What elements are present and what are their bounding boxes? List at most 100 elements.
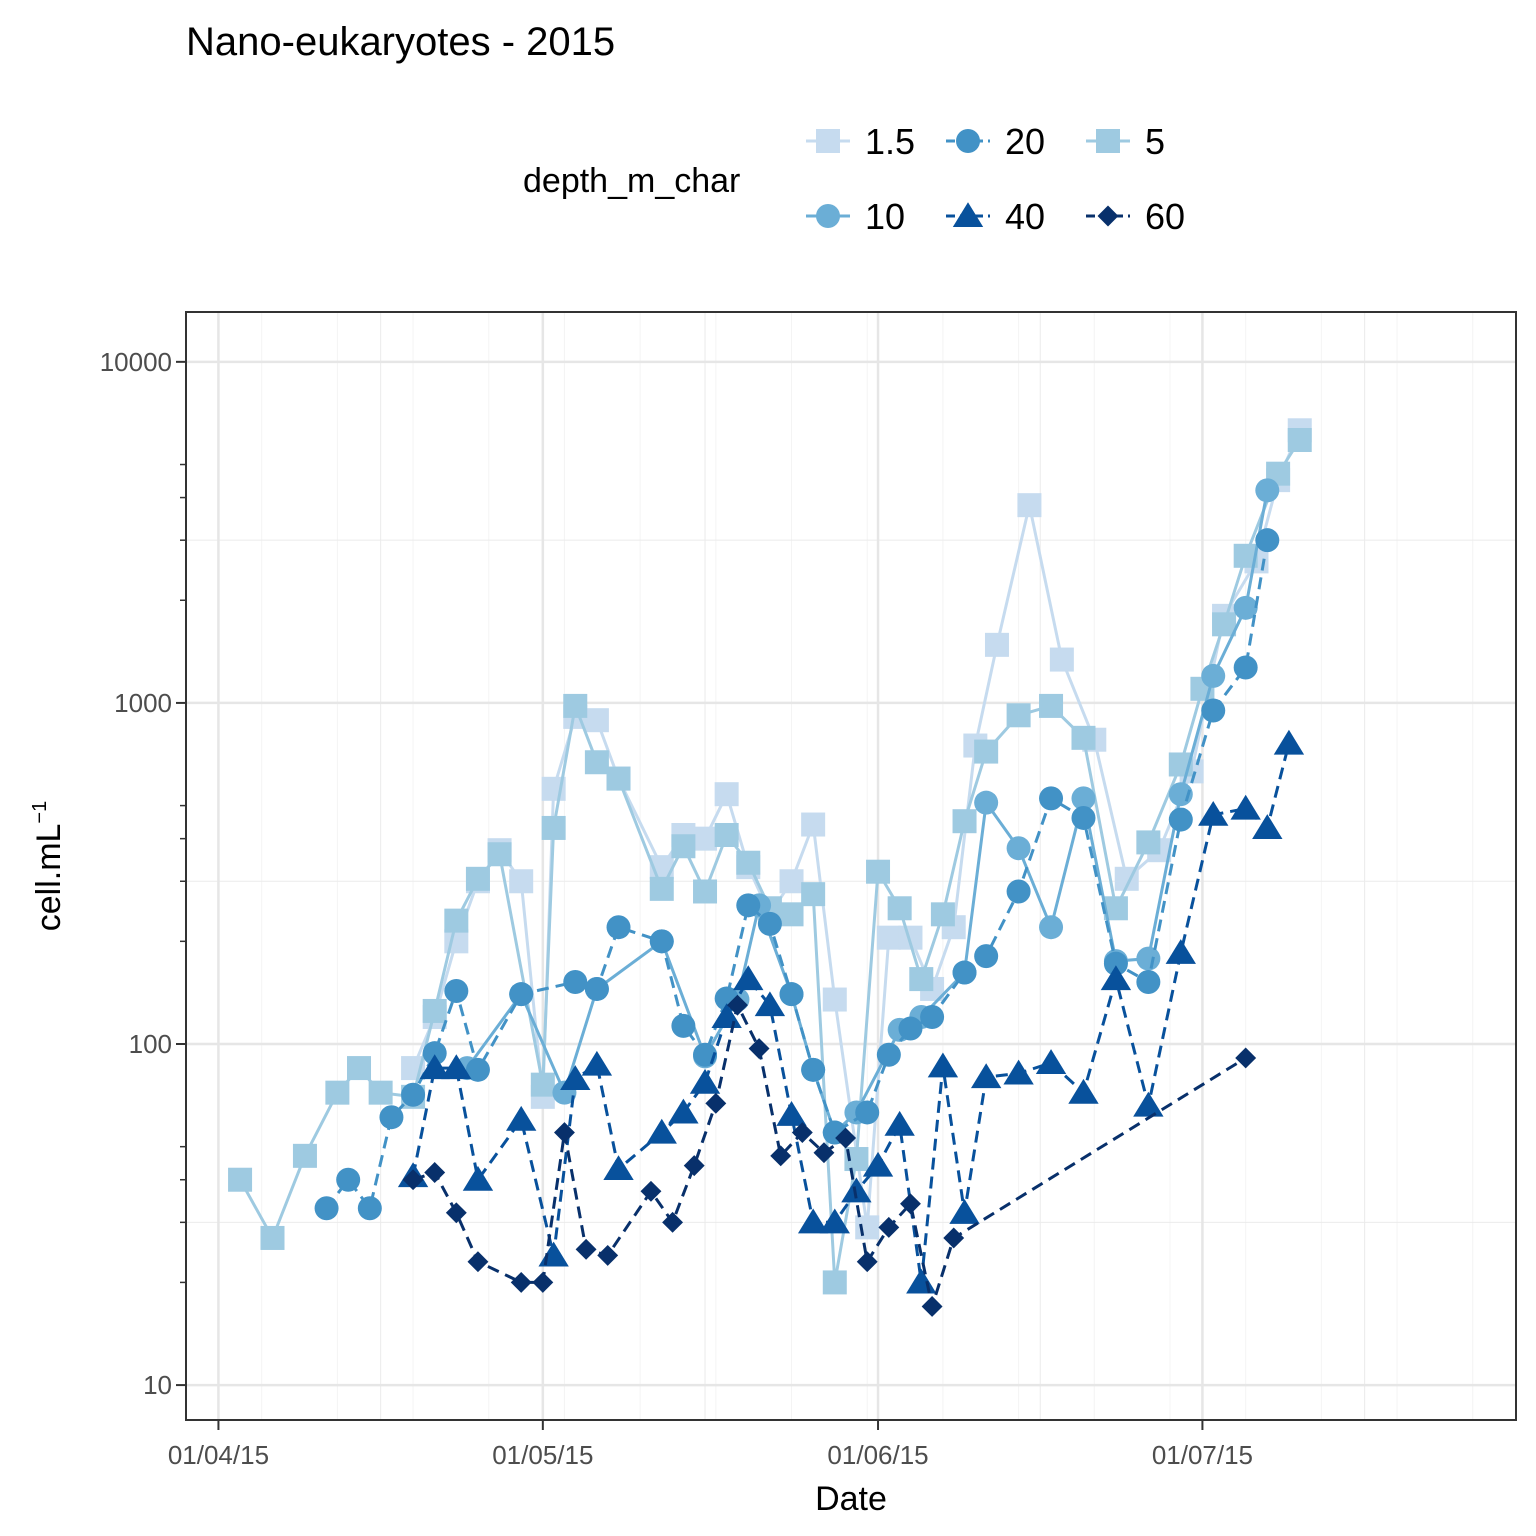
data-point: [736, 893, 761, 918]
plot-border: [185, 311, 1517, 1421]
legend-item-20: 20: [946, 121, 1045, 162]
data-point: [943, 1227, 965, 1249]
data-point: [900, 1193, 921, 1215]
data-point: [1255, 478, 1280, 503]
x-tick-label: 01/04/15: [168, 1440, 269, 1470]
data-point: [260, 1225, 285, 1250]
data-point: [1233, 655, 1258, 680]
legend-key-marker: [956, 129, 980, 153]
data-point: [422, 998, 447, 1023]
data-point: [419, 1054, 450, 1080]
data-point: [970, 1063, 1002, 1089]
data-point: [898, 1016, 923, 1041]
data-point: [532, 1271, 554, 1293]
data-point: [1165, 939, 1196, 964]
data-point: [779, 869, 804, 894]
data-point: [560, 1065, 591, 1090]
data-point: [835, 1127, 857, 1149]
legend-item-40: 40: [946, 196, 1045, 237]
data-point: [292, 1143, 317, 1168]
data-point: [401, 1082, 426, 1107]
data-point: [671, 834, 696, 859]
data-point: [866, 859, 891, 884]
data-point: [1136, 969, 1161, 994]
data-point: [1071, 805, 1096, 830]
y-axis-title-main: cell.mL: [30, 824, 68, 932]
data-point: [1230, 794, 1261, 820]
data-point: [920, 1004, 945, 1029]
data-point: [584, 708, 609, 733]
data-point: [402, 1169, 424, 1191]
data-point: [563, 693, 588, 718]
data-point: [921, 1296, 943, 1317]
chart-title: Nano-eukaryotes - 2015: [186, 20, 615, 64]
data-point: [444, 979, 469, 1004]
data-point: [379, 1105, 404, 1130]
series-5: [228, 427, 1312, 1295]
data-point: [887, 896, 912, 921]
data-point: [770, 1145, 792, 1167]
data-point: [510, 1271, 532, 1293]
data-point: [441, 1054, 472, 1080]
data-point: [757, 911, 782, 936]
data-point: [974, 739, 999, 764]
data-point: [822, 1270, 847, 1295]
data-point: [952, 960, 977, 985]
data-point: [444, 908, 469, 933]
data-point: [347, 1056, 372, 1081]
data-point: [1017, 493, 1042, 518]
y-tick-label: 10: [143, 1370, 172, 1400]
y-tick-label: 100: [129, 1029, 172, 1059]
legend-item-10: 10: [806, 196, 905, 237]
data-point: [693, 879, 718, 904]
major-gridlines: [186, 312, 1516, 1420]
svg-text:cell.mL−1: cell.mL−1: [29, 801, 68, 932]
data-point: [1103, 951, 1128, 976]
data-point: [909, 967, 934, 992]
legend-label: 60: [1145, 196, 1185, 237]
data-point: [791, 1122, 813, 1144]
data-point: [606, 915, 631, 940]
series-line: [325, 539, 1269, 1210]
data-point: [984, 632, 1009, 657]
legend-item-1.5: 1.5: [806, 121, 915, 162]
data-point: [422, 1041, 447, 1066]
plot-panel: [185, 311, 1517, 1421]
data-point: [779, 902, 804, 927]
x-axis-title: Date: [815, 1480, 887, 1518]
y-tick-label: 1000: [114, 688, 172, 718]
y-axis-title-superscript: −1: [29, 801, 51, 824]
data-point: [1039, 693, 1064, 718]
data-point: [1136, 830, 1161, 855]
data-point: [368, 1080, 393, 1105]
data-point: [336, 1167, 361, 1192]
data-point: [554, 1122, 575, 1144]
data-point: [1287, 427, 1312, 452]
data-point: [733, 965, 764, 991]
data-point: [689, 1068, 721, 1094]
data-point: [584, 976, 609, 1001]
legend-key-marker: [816, 204, 840, 228]
data-point: [1168, 807, 1193, 832]
data-point: [1100, 965, 1132, 991]
data-point: [465, 1057, 490, 1082]
legend-key-marker: [952, 202, 984, 228]
data-point: [646, 1118, 677, 1144]
data-point: [606, 766, 631, 791]
data-point: [801, 812, 826, 837]
data-point: [855, 1100, 880, 1125]
data-point: [581, 1050, 613, 1076]
data-point: [597, 1244, 619, 1266]
data-point: [424, 1162, 446, 1183]
data-point: [683, 1155, 705, 1177]
data-point: [465, 866, 490, 891]
legend-label: 5: [1145, 121, 1165, 162]
data-point: [801, 1057, 826, 1082]
data-point: [325, 1080, 350, 1105]
data-point: [1235, 1047, 1257, 1069]
legend-item-5: 5: [1086, 121, 1165, 162]
data-point: [714, 782, 739, 807]
data-point: [779, 982, 804, 1007]
legend-key-marker: [1096, 129, 1120, 153]
